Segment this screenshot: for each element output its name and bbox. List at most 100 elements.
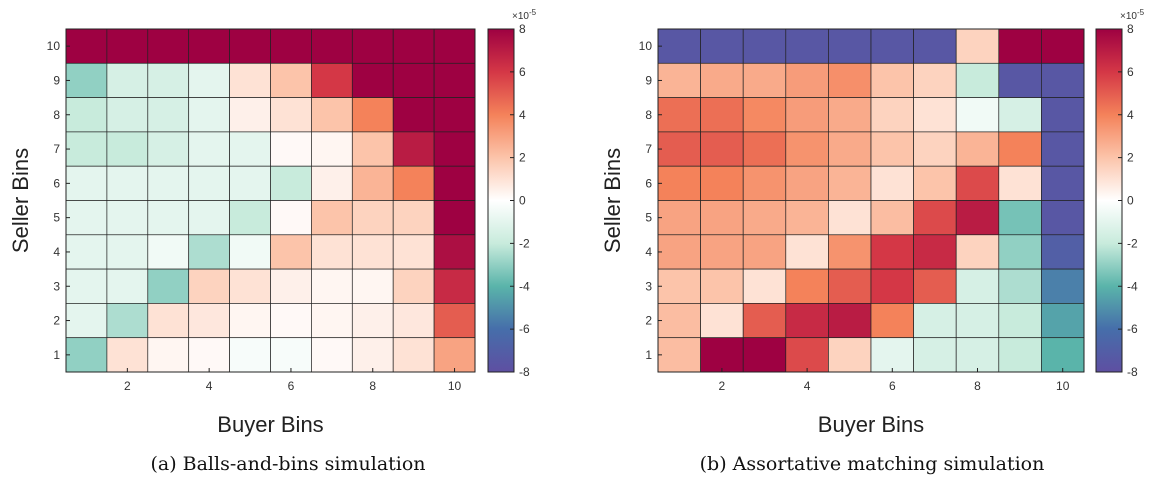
heatmap-cell	[742, 268, 787, 304]
heatmap-cell	[65, 97, 108, 133]
heatmap-cell	[270, 268, 312, 304]
heatmap-cell	[311, 97, 353, 133]
colorbar-tick-label: 0	[519, 194, 526, 208]
heatmap-cell	[1041, 62, 1085, 98]
heatmap-cell	[229, 62, 271, 98]
heatmap-cell	[65, 165, 108, 201]
heatmap-cell	[106, 28, 149, 64]
heatmap-cell	[351, 97, 394, 133]
heatmap-cell	[392, 303, 435, 339]
heatmap-cell	[311, 303, 353, 339]
heatmap-cell	[106, 200, 149, 236]
heatmap-cell	[998, 200, 1042, 236]
heatmap-cell	[106, 62, 149, 98]
heatmap-cell	[700, 131, 744, 167]
heatmap-cell	[188, 165, 230, 201]
heatmap-cell	[870, 131, 914, 167]
heatmap-cell	[998, 303, 1042, 339]
heatmap-cell	[433, 62, 476, 98]
heatmap-cell	[913, 337, 957, 373]
heatmap-cell	[351, 234, 394, 270]
heatmap-cell	[311, 268, 353, 304]
heatmap-cell	[392, 97, 435, 133]
heatmap-cell	[106, 97, 149, 133]
heatmap-cell	[147, 337, 190, 373]
heatmap-cell	[106, 337, 149, 373]
heatmap-cell	[657, 337, 701, 373]
heatmap-cell	[188, 200, 230, 236]
heatmap-cell	[106, 131, 149, 167]
heatmap-cell	[828, 97, 872, 133]
y-tick-label: 7	[53, 142, 60, 156]
heatmap-cell	[351, 303, 394, 339]
plot-frame	[657, 28, 1085, 373]
heatmap-cell	[870, 62, 914, 98]
heatmap-cell	[1041, 165, 1085, 201]
heatmap-cell	[433, 268, 476, 304]
heatmap-cell	[229, 337, 271, 373]
heatmap-cell	[147, 97, 190, 133]
heatmap-cell	[147, 200, 190, 236]
heatmap-cell	[955, 97, 1000, 133]
y-tick-label: 5	[645, 211, 652, 225]
heatmap-cell	[351, 131, 394, 167]
heatmap-cell	[270, 303, 312, 339]
colorbar-tick-label: 4	[519, 108, 526, 122]
heatmap-cell	[433, 131, 476, 167]
heatmap-cell	[311, 131, 353, 167]
heatmap-cell	[1041, 337, 1085, 373]
heatmap-cell	[657, 303, 701, 339]
x-tick-label: 2	[719, 379, 726, 393]
y-tick-label: 3	[645, 279, 652, 293]
heatmap-cell	[785, 62, 829, 98]
y-tick-label: 10	[47, 39, 61, 53]
heatmap-cell	[311, 28, 353, 64]
heatmap-cell	[955, 268, 1000, 304]
heatmap-cell	[147, 28, 190, 64]
heatmap-cell	[955, 165, 1000, 201]
heatmap-cell	[742, 62, 787, 98]
heatmap-cell	[351, 165, 394, 201]
heatmap-cell	[147, 303, 190, 339]
heatmap-cell	[700, 303, 744, 339]
heatmap-cell	[828, 62, 872, 98]
heatmap-cell	[998, 28, 1042, 64]
x-tick-label: 4	[804, 379, 811, 393]
heatmap-cell	[65, 337, 108, 373]
heatmap-cell	[311, 62, 353, 98]
x-tick-label: 8	[974, 379, 981, 393]
heatmap-cell	[700, 200, 744, 236]
heatmap-cell	[870, 268, 914, 304]
heatmap-cell	[270, 97, 312, 133]
heatmap-cell	[913, 303, 957, 339]
heatmap-cell	[106, 268, 149, 304]
heatmap-cell	[433, 165, 476, 201]
heatmap-cell	[433, 234, 476, 270]
heatmap-cell	[65, 62, 108, 98]
heatmap-cell	[433, 28, 476, 64]
heatmap-cell	[433, 303, 476, 339]
y-tick-label: 8	[53, 108, 60, 122]
heatmap-cell	[870, 28, 914, 64]
heatmap-cell	[700, 62, 744, 98]
heatmap-cell	[1041, 200, 1085, 236]
heatmap-cell	[657, 268, 701, 304]
y-tick-label: 7	[645, 142, 652, 156]
heatmap-cell	[270, 200, 312, 236]
heatmap-cell	[392, 337, 435, 373]
heatmap-cell	[229, 97, 271, 133]
heatmap-cell	[785, 97, 829, 133]
heatmap-cell	[433, 97, 476, 133]
heatmap-cell	[913, 268, 957, 304]
y-tick-label: 1	[645, 348, 652, 362]
heatmap-cell	[998, 337, 1042, 373]
heatmap-cell	[392, 62, 435, 98]
heatmap-cell	[742, 131, 787, 167]
heatmap-cell	[998, 131, 1042, 167]
heatmap-cell	[147, 131, 190, 167]
heatmap-cell	[188, 303, 230, 339]
x-axis-label: Buyer Bins	[818, 412, 924, 437]
heatmap-cell	[657, 97, 701, 133]
y-tick-label: 6	[53, 176, 60, 190]
colorbar-tick-label: 2	[519, 151, 526, 165]
